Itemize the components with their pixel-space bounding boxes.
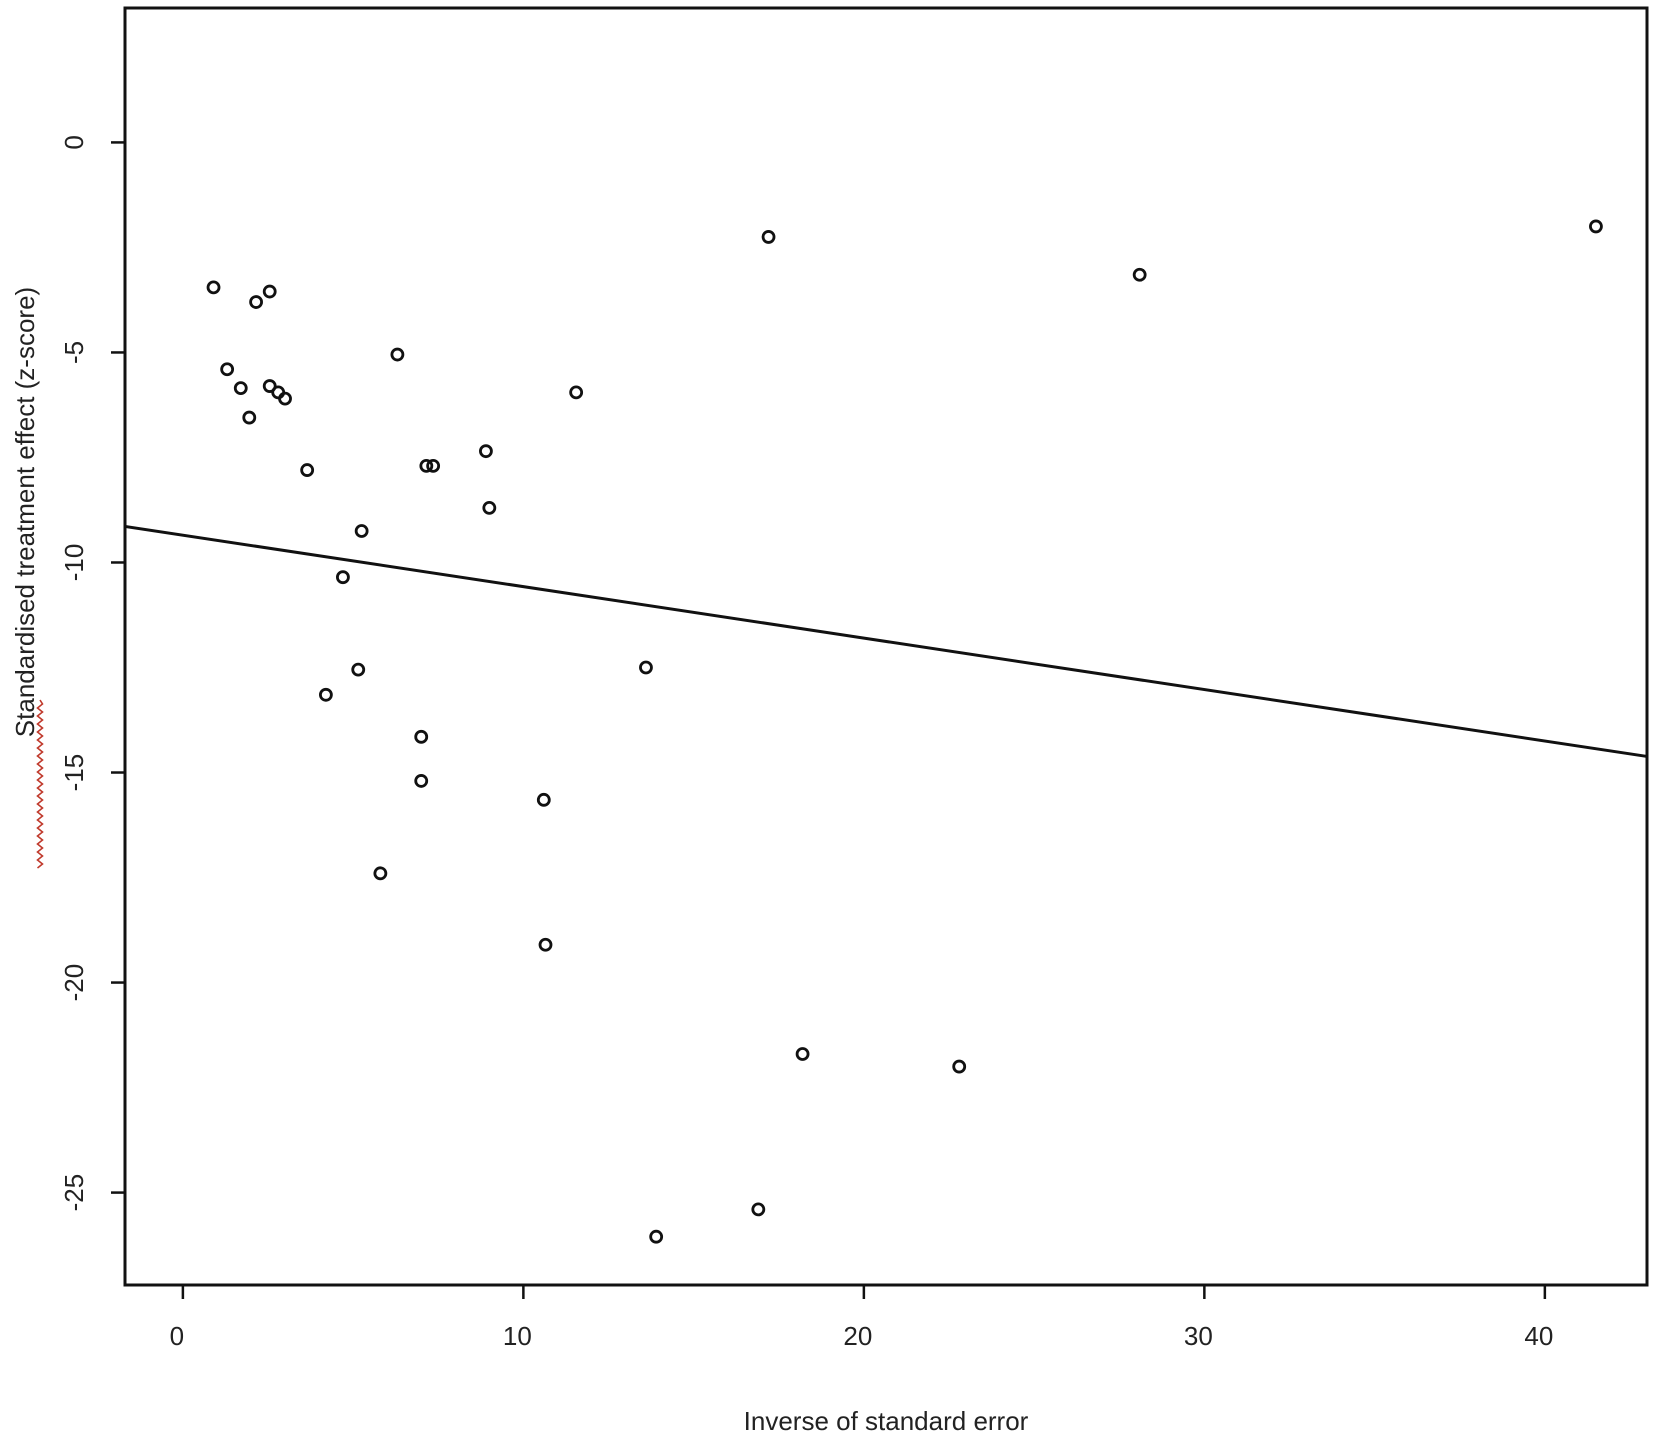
y-tick-label: -5 xyxy=(59,341,89,364)
y-tick-label: -15 xyxy=(59,754,89,792)
y-tick-label: -20 xyxy=(59,964,89,1002)
y-axis: 0 -5 -10 -15 -20 -25 xyxy=(59,135,125,1211)
data-point xyxy=(390,347,405,362)
data-point xyxy=(249,295,263,309)
data-point xyxy=(300,463,315,477)
x-axis: 0 10 20 30 40 xyxy=(170,1285,1553,1351)
data-point xyxy=(649,1229,664,1244)
data-point xyxy=(354,524,369,538)
regression-line xyxy=(124,524,1648,758)
plot-area-frame xyxy=(123,6,1649,1287)
data-point xyxy=(536,792,551,807)
y-tick-label: -25 xyxy=(59,1174,89,1212)
y-tick-label: -10 xyxy=(59,544,89,582)
data-point xyxy=(419,458,434,473)
x-tick-label: 0 xyxy=(170,1321,184,1351)
data-point xyxy=(761,230,776,244)
x-tick-label: 30 xyxy=(1184,1321,1213,1351)
x-tick-label: 40 xyxy=(1524,1321,1553,1351)
data-point xyxy=(262,284,277,299)
data-point xyxy=(482,500,497,515)
data-point xyxy=(373,866,388,881)
data-point xyxy=(1132,267,1147,282)
x-axis-title: Inverse of standard error xyxy=(744,1406,1029,1436)
data-point xyxy=(262,379,277,393)
data-point xyxy=(336,570,350,585)
data-point xyxy=(751,1202,766,1217)
data-point xyxy=(639,660,653,675)
fit-line-layer xyxy=(124,524,1648,758)
spellcheck-underline xyxy=(36,699,44,869)
data-point xyxy=(426,458,441,473)
y-axis-title: Standardised treatment effect (z-score) xyxy=(10,287,40,737)
points-layer xyxy=(206,219,1603,1244)
data-point xyxy=(479,444,493,459)
data-point xyxy=(538,937,553,952)
y-tick-label: 0 xyxy=(59,135,89,149)
x-tick-label: 10 xyxy=(503,1321,532,1351)
data-point xyxy=(1589,219,1603,234)
data-point xyxy=(414,774,429,788)
data-point xyxy=(351,662,366,677)
data-point xyxy=(220,362,235,377)
data-point xyxy=(414,729,429,744)
data-point xyxy=(206,280,221,295)
data-point xyxy=(242,410,257,425)
x-tick-label: 20 xyxy=(843,1321,872,1351)
data-point xyxy=(318,687,333,702)
data-point xyxy=(233,381,248,396)
data-point xyxy=(569,385,584,400)
data-point xyxy=(795,1047,810,1061)
data-point xyxy=(278,391,292,406)
data-point xyxy=(952,1059,967,1074)
